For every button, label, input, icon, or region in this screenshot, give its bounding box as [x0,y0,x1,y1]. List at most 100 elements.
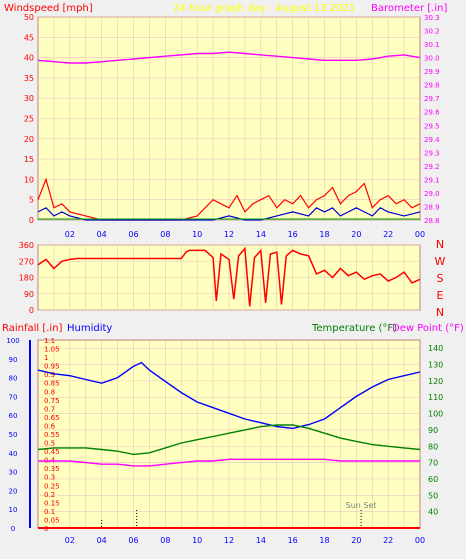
rainfall-tick-label: 0.5 [44,440,55,448]
windspeed-tick-label: 15 [24,155,34,164]
rainfall-tick-label: 0.6 [44,422,56,430]
temperature-tick-label: 110 [428,393,443,402]
rainfall-tick-label: 0.2 [44,491,55,499]
temperature-axis-ticks: 40 50 60 70 80 90 100 110 120 130 140 [428,344,443,516]
windspeed-axis-ticks: 0 5 10 15 20 25 30 35 40 45 50 [24,13,34,225]
direction-tick-label: 180 [19,274,34,283]
windspeed-tick-label: 30 [24,94,34,103]
barometer-tick-label: 30.2 [424,28,440,36]
windspeed-tick-label: 35 [24,74,34,83]
x-tick-label: 14 [256,536,266,545]
barometer-axis-title: Barometer [.in] [371,3,447,14]
barometer-tick-label: 28.8 [424,217,440,225]
x-tick-label: 10 [192,230,202,239]
x-tick-label: 02 [65,536,75,545]
rainfall-tick-label: 0.45 [44,448,60,456]
barometer-tick-label: 29.0 [424,190,440,198]
wind-barometer-series [37,51,421,221]
wind-gust-line [37,207,421,221]
x-tick-label: 22 [383,536,393,545]
windspeed-tick-label: 40 [24,54,34,63]
x-tick-label: 12 [224,536,234,545]
barometer-tick-label: 29.2 [424,163,440,171]
direction-tick-label: 90 [24,290,34,299]
temperature-tick-label: 50 [428,491,438,500]
barometer-tick-label: 29.4 [424,136,440,144]
wind-direction-grid [38,244,420,311]
humidity-tick-label: 30 [9,469,18,477]
barometer-tick-label: 29.6 [424,109,440,117]
x-tick-label: 16 [288,230,298,239]
rainfall-tick-label: 0.75 [44,397,60,405]
humidity-tick-label: 80 [9,375,18,383]
humidity-tick-label: 50 [9,431,18,439]
humidity-axis-ticks: 0 10 20 30 40 50 60 70 80 90 100 [6,337,31,533]
temperature-tick-label: 80 [428,442,438,451]
x-tick-label: 00 [415,230,425,239]
x-tick-label: 04 [97,536,107,545]
sun-markers: Sun Set [101,501,377,528]
barometer-tick-label: 29.5 [424,122,440,130]
rainfall-tick-label: 1.1 [44,337,55,345]
rainfall-tick-label: 0.65 [44,414,60,422]
temperature-tick-label: 130 [428,361,443,370]
chart-title: 24 hour graph day - August 13 2021 [173,3,355,14]
humidity-tick-label: 60 [9,412,18,420]
rainfall-tick-label: 0.05 [44,516,60,524]
x-tick-label: 02 [65,230,75,239]
temperature-tick-label: 70 [428,459,438,468]
x-tick-label: 10 [192,536,202,545]
rainfall-tick-label: 0.85 [44,380,60,388]
barometer-tick-label: 29.3 [424,149,440,157]
compass-letter: E [437,289,444,302]
barometer-tick-label: 29.1 [424,176,440,184]
rainfall-axis-ticks: 00.050.10.150.20.250.30.350.40.450.50.55… [44,337,60,533]
temperature-tick-label: 100 [428,410,443,419]
dewpoint-axis-title: Dew Point (°F) [392,323,464,334]
rainfall-tick-label: 0.95 [44,363,60,371]
humidity-line [37,361,421,430]
x-tick-label: 08 [160,536,170,545]
rainfall-tick-label: 0.15 [44,499,60,507]
temperature-tick-label: 120 [428,377,443,386]
wind-direction-series [37,246,421,307]
barometer-line [37,51,421,64]
windspeed-tick-label: 20 [24,135,34,144]
rainfall-tick-label: 1 [44,354,48,362]
humidity-tick-label: 40 [9,450,18,458]
direction-tick-label: 270 [19,257,34,266]
x-tick-label: 20 [351,536,361,545]
bottom-x-axis-ticks: 02 04 06 08 10 12 14 16 18 20 22 00 [65,536,425,545]
barometer-tick-label: 30.3 [424,14,440,22]
rainfall-tick-label: 0.9 [44,371,55,379]
temperature-axis-title: Temperature (°F) [311,323,397,334]
top-x-axis-ticks: 02 04 06 08 10 12 14 16 18 20 22 00 [65,230,425,239]
temperature-tick-label: 40 [428,508,438,517]
x-tick-label: 18 [319,230,329,239]
windspeed-tick-label: 10 [24,175,34,184]
x-tick-label: 00 [415,536,425,545]
compass-letter: W [435,255,446,268]
barometer-tick-label: 29.9 [424,68,440,76]
humidity-tick-label: 70 [9,393,18,401]
humidity-tick-label: 100 [6,337,19,345]
temp-humidity-series [37,361,421,529]
rainfall-tick-label: 0.3 [44,474,55,482]
direction-axis-ticks: 0 90 180 270 360 [19,241,34,315]
x-tick-label: 06 [128,230,138,239]
barometer-tick-label: 29.8 [424,82,440,90]
windspeed-tick-label: 25 [24,115,34,124]
humidity-tick-label: 90 [9,356,18,364]
humidity-axis-title: Humidity [67,323,112,334]
humidity-tick-label: 20 [9,487,18,495]
rainfall-tick-label: 0.7 [44,405,55,413]
barometer-axis-ticks: 28.8 28.9 29.0 29.1 29.2 29.3 29.4 29.5 29.6 29.7… [424,14,440,225]
temperature-line [37,424,421,456]
rainfall-axis-title: Rainfall [.in] [2,323,63,334]
windspeed-axis-title: Windspeed [mph] [4,3,93,14]
temp-humidity-grid [38,340,420,528]
rainfall-tick-label: 1.05 [44,346,60,354]
